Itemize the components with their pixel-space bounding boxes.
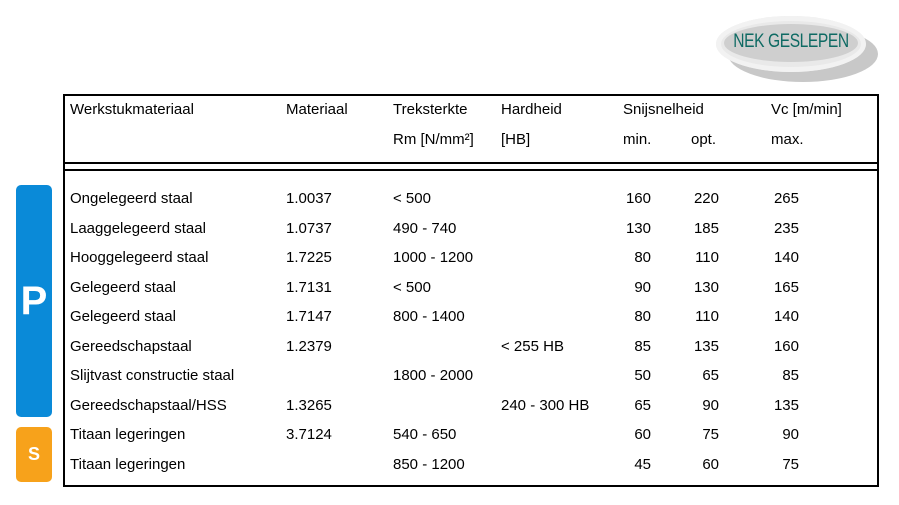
cell-max: 140 (773, 308, 799, 325)
logo-inner (724, 24, 858, 62)
cell-max: 85 (782, 367, 799, 384)
cell-name: Laaggelegeerd staal (70, 219, 206, 237)
cell-hb: 240 - 300 HB (501, 396, 590, 414)
cell-name: Ongelegeerd staal (70, 190, 193, 207)
cell-nr: 1.7225 (286, 249, 332, 266)
cell-rm: 850 - 1200 (393, 455, 465, 473)
cell-opt: 90 (702, 396, 719, 414)
cell-min: 160 (625, 190, 651, 207)
header-strength-unit: Rm [N/mm²] (393, 131, 474, 148)
cell-min: 90 (634, 278, 651, 296)
header-vc: Vc [m/min] (771, 101, 842, 118)
badge-s: S (16, 427, 52, 482)
cell-max: 135 (773, 396, 799, 414)
cell-rm: < 500 (393, 278, 431, 296)
cell-max: 165 (773, 278, 799, 296)
cell-rm: < 500 (393, 190, 431, 207)
cell-max: 90 (782, 426, 799, 443)
cell-rm: 1000 - 1200 (393, 249, 474, 266)
cell-min: 80 (634, 308, 651, 325)
header-material: Werkstukmateriaal (70, 101, 194, 118)
cell-max: 265 (773, 190, 799, 207)
cell-nr: 1.0737 (286, 219, 332, 237)
cell-name: Titaan legeringen (70, 455, 186, 473)
cell-name: Titaan legeringen (70, 426, 186, 443)
badge-p: P (16, 185, 52, 417)
cell-hb: < 255 HB (501, 337, 564, 355)
cell-min: 85 (634, 337, 651, 355)
cell-nr: 1.2379 (286, 337, 332, 355)
cell-opt: 130 (693, 278, 719, 296)
cell-nr: 1.7147 (286, 308, 332, 325)
cell-nr: 1.0037 (286, 190, 332, 207)
cell-name: Gelegeerd staal (70, 308, 176, 325)
cell-name: Gereedschapstaal (70, 337, 192, 355)
header-speed: Snijsnelheid (623, 101, 704, 118)
cell-rm: 1800 - 2000 (393, 367, 474, 384)
header-divider (65, 162, 877, 164)
cell-rm: 540 - 650 (393, 426, 457, 443)
header-opt: opt. (691, 131, 717, 148)
header-max: max. (771, 131, 804, 148)
cell-opt: 110 (695, 249, 719, 266)
cell-name: Hooggelegeerd staal (70, 249, 209, 266)
cell-rm: 800 - 1400 (393, 308, 465, 325)
cell-min: 130 (625, 219, 651, 237)
cell-rm: 490 - 740 (393, 219, 457, 237)
cell-min: 45 (634, 455, 651, 473)
cell-opt: 65 (702, 367, 719, 384)
cell-min: 60 (634, 426, 651, 443)
cell-opt: 135 (693, 337, 719, 355)
cell-opt: 220 (693, 190, 719, 207)
cell-min: 65 (634, 396, 651, 414)
cell-name: Gelegeerd staal (70, 278, 176, 296)
header-min: min. (623, 131, 652, 148)
cell-min: 50 (634, 367, 651, 384)
logo-text: NEK GESLEPEN (733, 31, 849, 52)
cell-nr: 1.7131 (286, 278, 332, 296)
header-divider (65, 169, 877, 171)
cell-nr: 1.3265 (286, 396, 332, 414)
cutting-speed-table (63, 94, 879, 487)
cell-opt: 185 (693, 219, 719, 237)
cell-nr: 3.7124 (286, 426, 332, 443)
cell-max: 160 (773, 337, 799, 355)
header-hardness-unit: [HB] (501, 131, 531, 148)
cell-max: 235 (773, 219, 799, 237)
cell-opt: 75 (702, 426, 719, 443)
cell-max: 140 (773, 249, 799, 266)
cell-name: Gereedschapstaal/HSS (70, 396, 227, 414)
cell-opt: 110 (695, 308, 719, 325)
cell-name: Slijtvast constructie staal (70, 367, 235, 384)
header-hardness: Hardheid (501, 101, 562, 118)
header-strength: Treksterkte (393, 101, 468, 118)
cell-max: 75 (782, 455, 799, 473)
cell-opt: 60 (702, 455, 719, 473)
header-nr: Materiaal (286, 101, 348, 118)
cell-min: 80 (634, 249, 651, 266)
